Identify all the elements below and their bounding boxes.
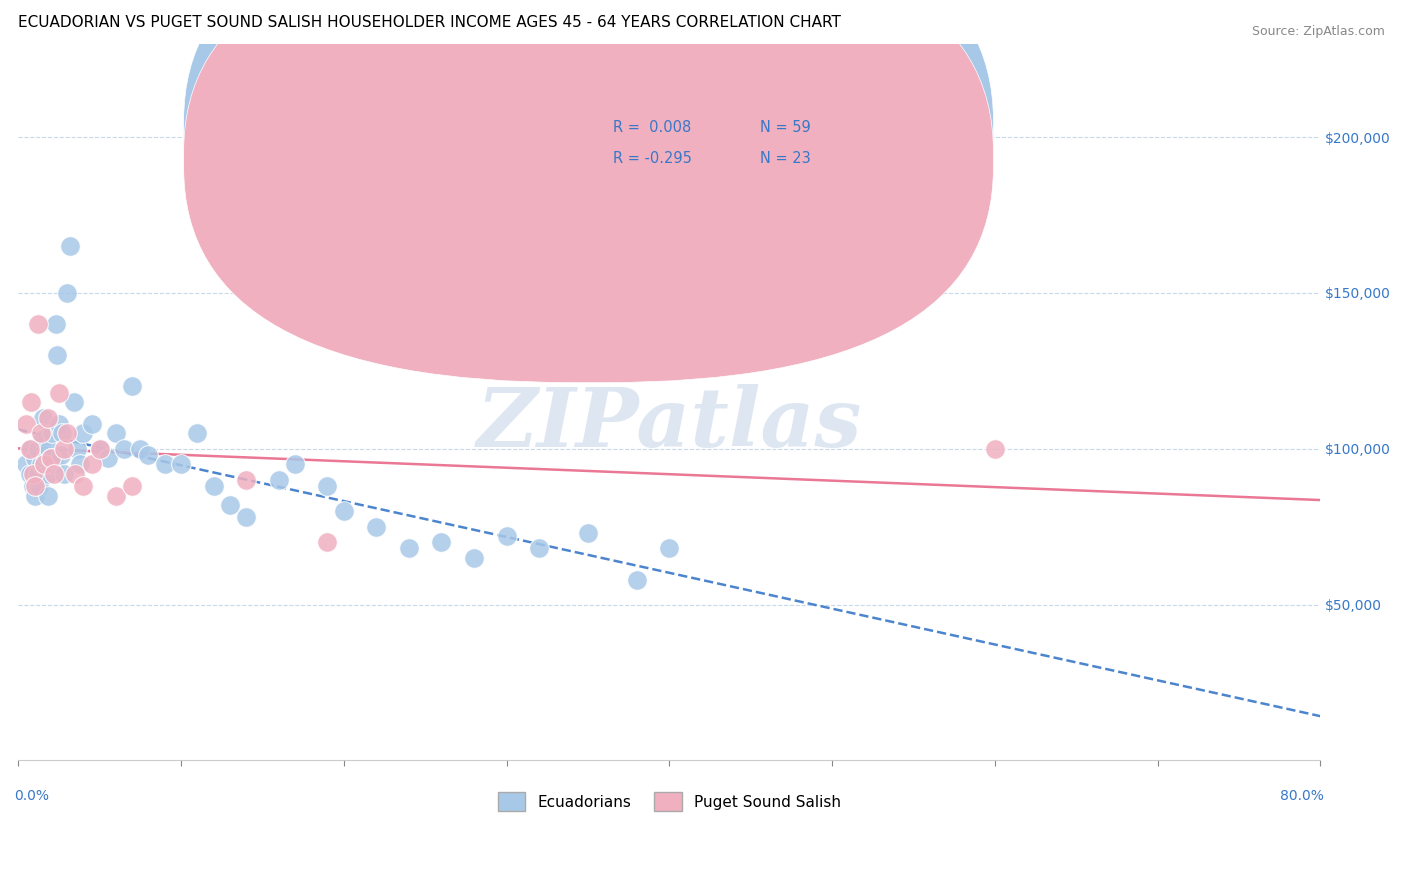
Point — [21, 479, 44, 493]
Point — [38, 442, 60, 456]
Point — [39, 451, 62, 466]
Text: N = 23: N = 23 — [761, 151, 811, 166]
Point — [80, 417, 103, 431]
Point — [49, 448, 72, 462]
Point — [104, 489, 127, 503]
Point — [66, 442, 89, 456]
Point — [48, 385, 70, 400]
Point — [463, 550, 485, 565]
Point — [18, 442, 41, 456]
Point — [24, 489, 46, 503]
Point — [104, 426, 127, 441]
Text: ZIPatlas: ZIPatlas — [477, 384, 862, 464]
Point — [34, 458, 56, 472]
Text: ECUADORIAN VS PUGET SOUND SALISH HOUSEHOLDER INCOME AGES 45 - 64 YEARS CORRELATI: ECUADORIAN VS PUGET SOUND SALISH HOUSEHO… — [18, 15, 841, 30]
Point — [24, 479, 46, 493]
Point — [65, 467, 87, 481]
Text: 0.0%: 0.0% — [14, 789, 49, 803]
Point — [30, 458, 52, 472]
Point — [24, 451, 46, 466]
Point — [153, 458, 176, 472]
Point — [48, 417, 70, 431]
Point — [333, 504, 356, 518]
Point — [235, 473, 257, 487]
Point — [121, 379, 143, 393]
Point — [51, 426, 73, 441]
Point — [18, 467, 41, 481]
Text: Source: ZipAtlas.com: Source: ZipAtlas.com — [1251, 25, 1385, 38]
Point — [129, 442, 152, 456]
Text: N = 59: N = 59 — [761, 120, 811, 135]
Point — [316, 535, 339, 549]
Point — [45, 317, 67, 331]
Point — [37, 489, 59, 503]
Point — [37, 467, 59, 481]
Point — [28, 479, 51, 493]
Point — [430, 535, 453, 549]
FancyBboxPatch shape — [184, 0, 994, 383]
Point — [37, 410, 59, 425]
Point — [30, 426, 52, 441]
Point — [56, 426, 79, 441]
Point — [170, 458, 193, 472]
Point — [15, 458, 38, 472]
Point — [59, 239, 82, 253]
Point — [138, 448, 160, 462]
Point — [27, 467, 49, 481]
Point — [527, 541, 550, 556]
Point — [267, 473, 290, 487]
Point — [69, 458, 91, 472]
Point — [62, 395, 84, 409]
Point — [20, 395, 42, 409]
Point — [89, 442, 111, 456]
Point — [31, 433, 53, 447]
Point — [15, 417, 38, 431]
Point — [235, 510, 257, 524]
Point — [366, 519, 388, 533]
Text: 80.0%: 80.0% — [1281, 789, 1324, 803]
Point — [316, 479, 339, 493]
Point — [218, 498, 240, 512]
Point — [31, 410, 53, 425]
Point — [21, 467, 44, 481]
Point — [35, 448, 58, 462]
Point — [27, 317, 49, 331]
Point — [41, 426, 63, 441]
Legend: Ecuadorians, Puget Sound Salish: Ecuadorians, Puget Sound Salish — [492, 787, 846, 817]
Point — [80, 458, 103, 472]
Point — [72, 479, 94, 493]
Point — [46, 348, 69, 362]
Point — [398, 541, 420, 556]
Text: R =  0.008: R = 0.008 — [613, 120, 692, 135]
Point — [42, 467, 65, 481]
Point — [20, 442, 42, 456]
Point — [89, 442, 111, 456]
Point — [495, 529, 517, 543]
Point — [97, 451, 120, 466]
Point — [121, 479, 143, 493]
Text: R = -0.295: R = -0.295 — [613, 151, 692, 166]
Point — [202, 479, 225, 493]
Point — [186, 426, 208, 441]
Point — [658, 541, 681, 556]
Point — [626, 573, 648, 587]
Point — [56, 285, 79, 300]
Point — [27, 442, 49, 456]
Point — [576, 525, 599, 540]
Point — [34, 458, 56, 472]
Point — [42, 458, 65, 472]
Point — [72, 426, 94, 441]
FancyBboxPatch shape — [553, 90, 877, 180]
FancyBboxPatch shape — [184, 0, 994, 351]
Point — [284, 458, 307, 472]
Point — [112, 442, 135, 456]
Point — [39, 451, 62, 466]
Point — [52, 467, 75, 481]
Point — [984, 442, 1007, 456]
Point — [52, 442, 75, 456]
